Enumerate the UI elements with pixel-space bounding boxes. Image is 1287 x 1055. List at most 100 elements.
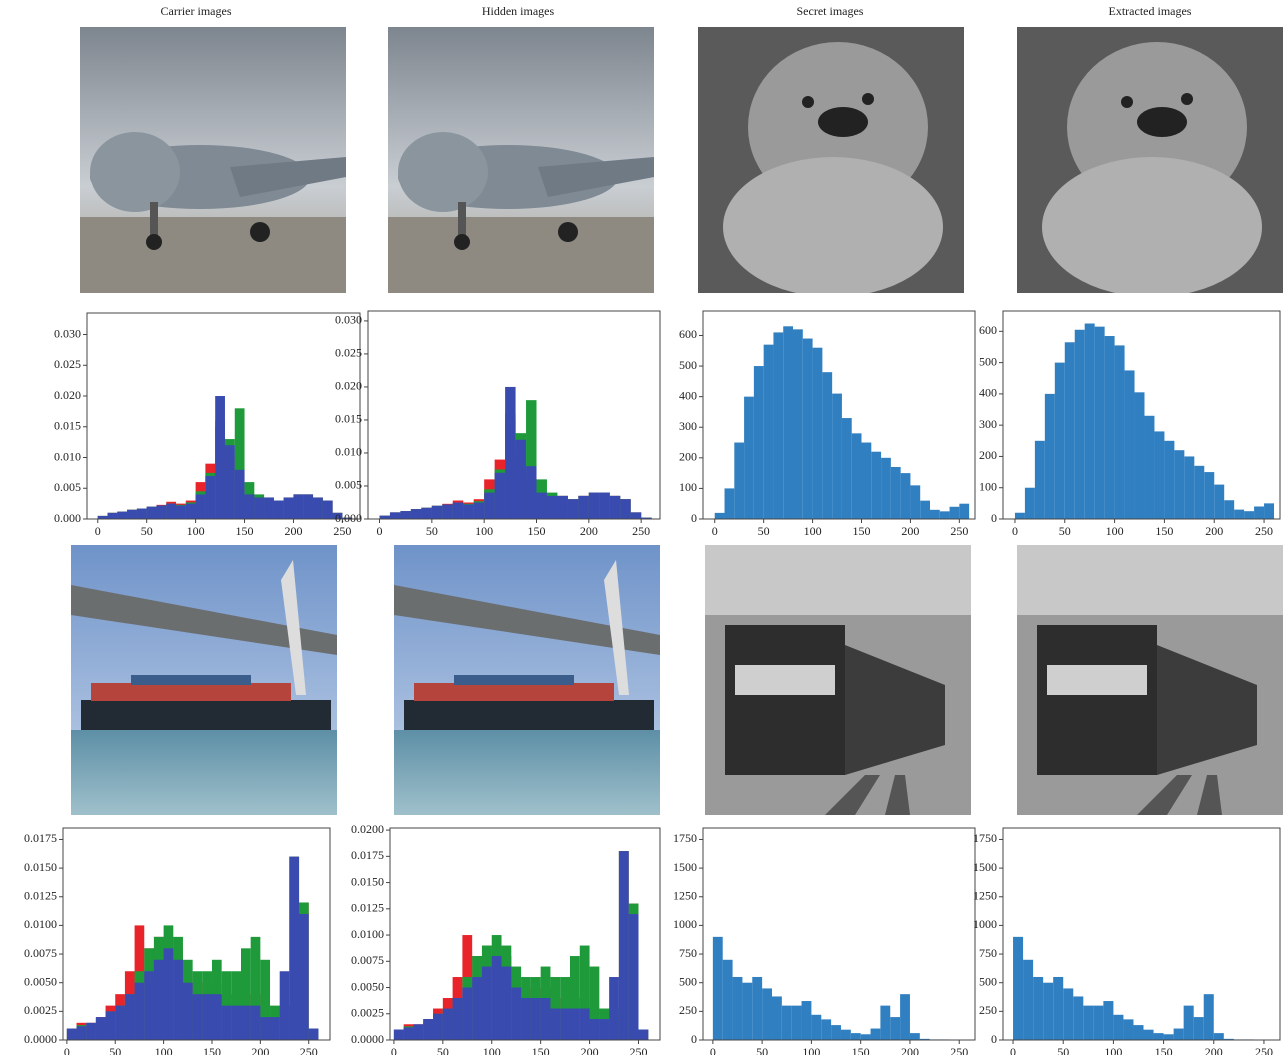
- histogram-bar: [852, 433, 862, 519]
- histogram-bar: [881, 458, 891, 519]
- x-tick-label: 250: [300, 1045, 318, 1055]
- histogram-bar: [871, 452, 881, 519]
- histogram-bar: [752, 977, 762, 1040]
- histogram-bar: [1115, 345, 1125, 519]
- histogram-bar: [1123, 1019, 1133, 1040]
- x-tick-label: 200: [1205, 524, 1223, 538]
- histogram-bar: [394, 1030, 404, 1040]
- extracted-image: [1017, 27, 1283, 297]
- secret-image: [705, 545, 971, 815]
- y-tick-label: 0.030: [335, 313, 362, 327]
- histogram-bar: [411, 509, 421, 519]
- x-tick-label: 0: [391, 1045, 397, 1055]
- y-tick-label: 0.0025: [351, 1006, 384, 1020]
- histogram-bar: [715, 513, 725, 519]
- histogram-bar: [289, 857, 299, 1040]
- histogram-bar: [1045, 394, 1055, 519]
- histogram-bar: [1184, 1006, 1194, 1040]
- histogram-bar: [1144, 416, 1154, 519]
- histogram-bar: [245, 494, 255, 519]
- y-tick-label: 0.0100: [351, 927, 384, 941]
- x-tick-label: 150: [528, 524, 546, 538]
- histogram-bar: [1033, 977, 1043, 1040]
- histogram-bar: [1135, 392, 1145, 519]
- histogram-bar: [1194, 1017, 1204, 1040]
- column-title: Carrier images: [161, 4, 232, 18]
- histogram-bar: [154, 960, 164, 1040]
- histogram-bar: [568, 499, 578, 519]
- histogram-bar: [106, 1011, 116, 1040]
- y-tick-label: 0.025: [54, 357, 81, 371]
- histogram-bar: [67, 1029, 77, 1040]
- histogram-bar: [215, 396, 225, 519]
- histogram-bar: [313, 497, 323, 519]
- histogram-bar: [920, 501, 930, 519]
- histogram-bar: [782, 1006, 792, 1040]
- histogram-bar: [629, 914, 639, 1040]
- y-tick-label: 1750: [973, 831, 997, 845]
- histogram-bar: [821, 1019, 831, 1040]
- x-tick-label: 200: [1205, 1045, 1223, 1055]
- histogram-bar: [1133, 1025, 1143, 1040]
- histogram-bar: [502, 967, 512, 1040]
- histogram-bar: [274, 501, 284, 519]
- x-tick-label: 100: [1104, 1045, 1122, 1055]
- extracted-image: [1017, 545, 1283, 815]
- histogram-bar: [1214, 1033, 1224, 1040]
- y-tick-label: 0.0125: [351, 901, 384, 915]
- histogram-bar: [772, 996, 782, 1040]
- histogram-bar: [930, 510, 940, 519]
- histogram-bar: [550, 1009, 560, 1040]
- y-tick-label: 0.0125: [24, 889, 57, 903]
- histogram-bar: [557, 496, 567, 519]
- y-tick-label: 1250: [973, 889, 997, 903]
- column-title: Extracted images: [1109, 4, 1192, 18]
- x-tick-label: 50: [109, 1045, 121, 1055]
- x-tick-label: 0: [712, 524, 718, 538]
- histogram-bar: [303, 494, 313, 519]
- histogram-bar: [413, 1024, 423, 1040]
- y-tick-label: 400: [679, 388, 697, 402]
- histogram-bar: [560, 1009, 570, 1040]
- histogram-bar: [186, 504, 196, 519]
- y-tick-label: 1500: [973, 860, 997, 874]
- figure: Carrier images Hidden images Secret imag…: [0, 0, 1287, 1055]
- x-tick-label: 150: [203, 1045, 221, 1055]
- y-tick-label: 0.015: [54, 419, 81, 433]
- histogram-bar: [713, 937, 723, 1040]
- x-tick-label: 100: [155, 1045, 173, 1055]
- histogram-bar: [880, 1006, 890, 1040]
- histogram-bar: [901, 473, 911, 519]
- y-tick-label: 0.0025: [24, 1003, 57, 1017]
- x-tick-label: 0: [95, 524, 101, 538]
- histogram-bar: [1264, 503, 1274, 519]
- y-tick-label: 100: [679, 480, 697, 494]
- y-tick-label: 0.0175: [351, 848, 384, 862]
- histogram-bar: [521, 998, 531, 1040]
- x-tick-label: 250: [1255, 1045, 1273, 1055]
- histogram-bar: [264, 497, 274, 519]
- histogram-bar: [1154, 1033, 1164, 1040]
- histogram-bar: [526, 466, 536, 519]
- histogram-bar: [212, 994, 222, 1040]
- histogram-bar: [619, 851, 629, 1040]
- histogram-bar: [147, 507, 157, 519]
- histogram-bar: [599, 493, 609, 519]
- histogram-bar: [423, 1019, 433, 1040]
- histogram-bar: [940, 511, 950, 519]
- histogram-bar: [891, 467, 901, 519]
- y-tick-label: 250: [979, 1003, 997, 1017]
- histogram-bar: [609, 977, 619, 1040]
- histogram-bar: [1164, 441, 1174, 519]
- histogram-bar: [1224, 500, 1234, 519]
- histogram-bar: [86, 1023, 96, 1040]
- histogram-bar: [196, 494, 206, 519]
- histogram-bar: [1043, 983, 1053, 1040]
- y-tick-label: 0.015: [335, 412, 362, 426]
- y-tick-label: 1750: [673, 831, 697, 845]
- histogram-bar: [811, 1015, 821, 1040]
- histogram-bar: [762, 988, 772, 1040]
- x-tick-label: 0: [1010, 1045, 1016, 1055]
- histogram-bar: [173, 960, 183, 1040]
- histogram-bar: [77, 1026, 87, 1040]
